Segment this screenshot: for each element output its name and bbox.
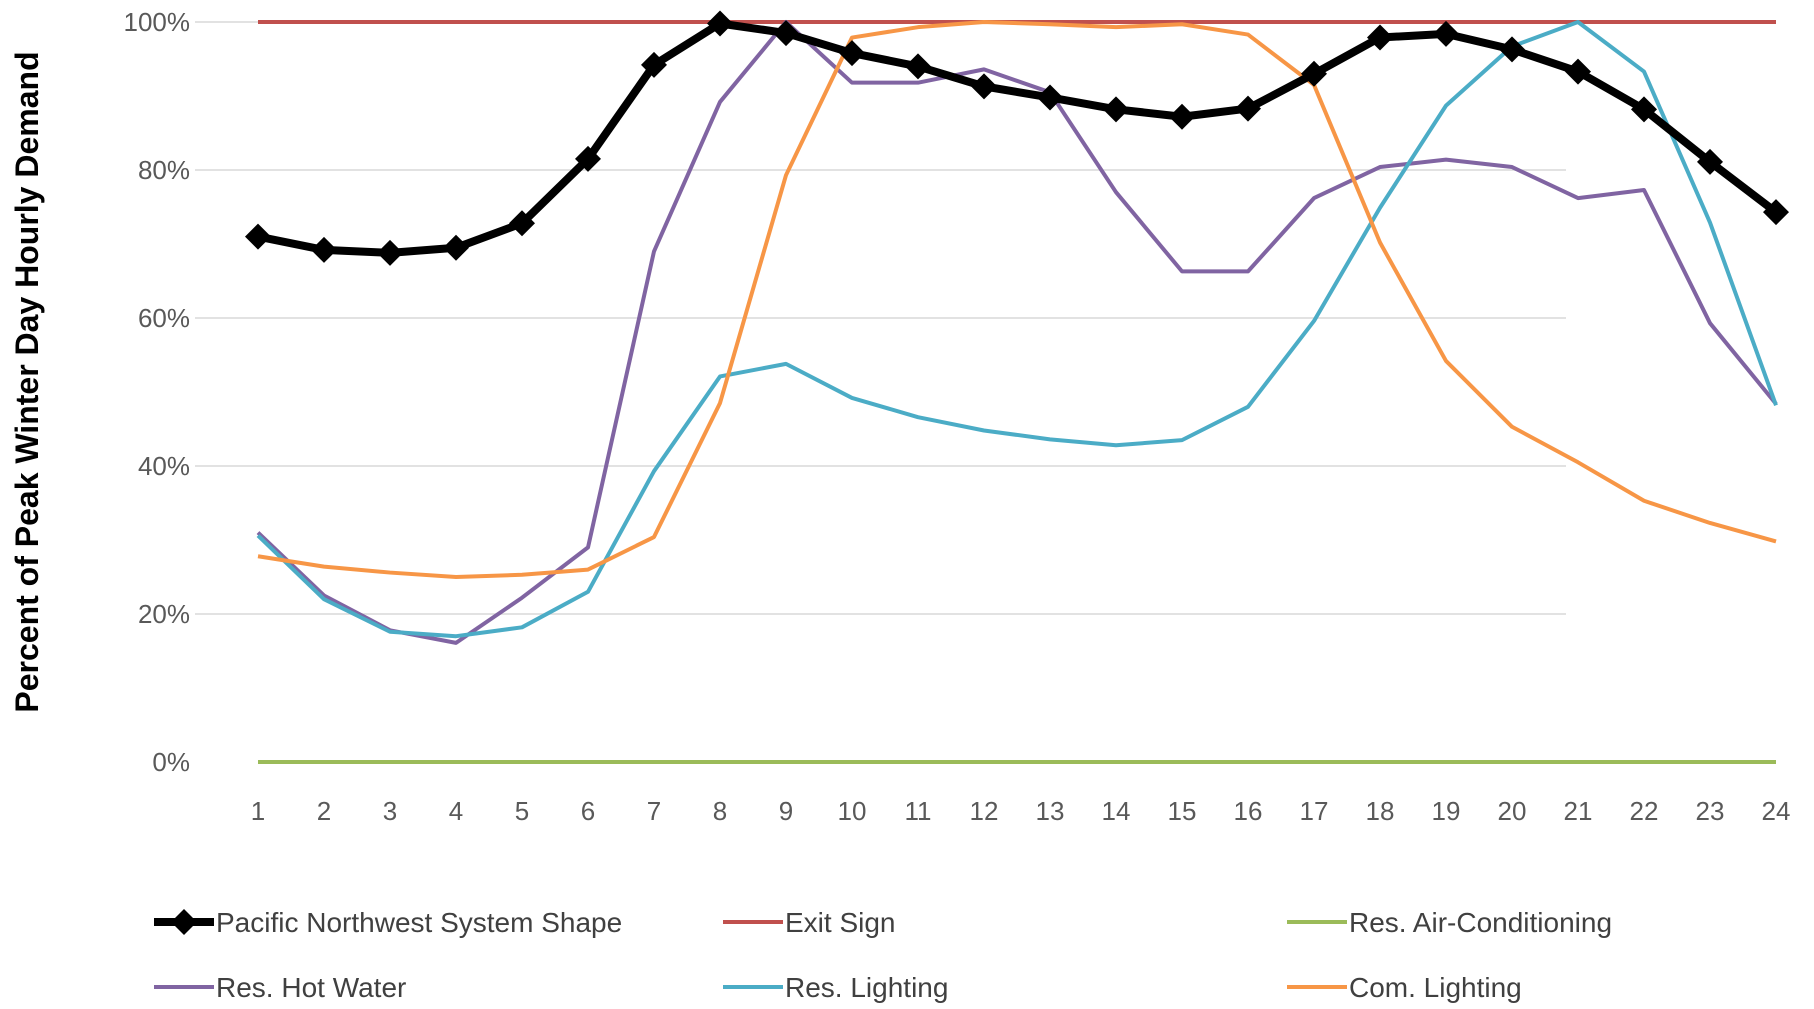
legend-label: Exit Sign: [785, 907, 896, 938]
legend-label: Res. Lighting: [785, 972, 948, 1003]
legend-label: Pacific Northwest System Shape: [216, 907, 622, 938]
x-tick-label: 7: [647, 796, 661, 826]
y-tick-label: 40%: [138, 451, 190, 481]
x-tick-label: 20: [1498, 796, 1527, 826]
data-point-marker: [1235, 95, 1261, 122]
series-lines: [245, 10, 1789, 764]
x-tick-label: 2: [317, 796, 331, 826]
x-tick-label: 17: [1300, 796, 1329, 826]
x-tick-label: 16: [1234, 796, 1263, 826]
y-tick-label: 100%: [124, 7, 191, 37]
x-tick-label: 11: [905, 796, 932, 826]
y-tick-label: 80%: [138, 155, 190, 185]
x-tick-label: 5: [515, 796, 529, 826]
data-point-marker: [575, 145, 601, 172]
series-line: [256, 20, 1778, 639]
x-tick-label: 18: [1366, 796, 1395, 826]
x-tick-label: 12: [970, 796, 999, 826]
legend-label: Res. Hot Water: [216, 972, 406, 1003]
data-point-marker: [1367, 24, 1393, 51]
data-point-marker: [971, 73, 997, 100]
data-point-marker: [1499, 36, 1525, 63]
series-line: [257, 19, 1779, 257]
x-tick-label: 6: [581, 796, 595, 826]
y-tick-label: 60%: [138, 303, 190, 333]
data-point-marker: [1433, 20, 1459, 47]
series-line: [257, 20, 1777, 579]
data-point-marker: [509, 210, 535, 237]
legend-marker: [171, 909, 197, 935]
data-point-marker: [1103, 96, 1129, 123]
x-tick-label: 10: [838, 796, 867, 826]
series-line: [256, 20, 1778, 645]
data-point-marker: [245, 223, 271, 250]
x-tick-label: 9: [779, 796, 793, 826]
data-point-marker: [1697, 148, 1723, 175]
x-tick-label: 21: [1564, 796, 1593, 826]
legend: Pacific Northwest System Shape Exit Sign R…: [154, 907, 1612, 1003]
x-tick-label: 1: [251, 796, 265, 826]
data-point-marker: [839, 40, 865, 67]
data-point-marker: [377, 239, 403, 266]
data-point-marker: [1565, 58, 1591, 85]
x-tick-label: 13: [1036, 796, 1065, 826]
x-tick-label: 19: [1432, 796, 1461, 826]
y-axis-label: Percent of Peak Winter Day Hourly Demand: [9, 51, 45, 712]
y-tick-label: 0%: [152, 747, 190, 777]
y-axis-ticks: 0% 20% 40% 60% 80% 100%: [124, 7, 191, 777]
data-point-marker: [905, 53, 931, 80]
legend-label: Res. Air-Conditioning: [1349, 907, 1612, 938]
x-tick-label: 15: [1168, 796, 1197, 826]
x-tick-label: 22: [1630, 796, 1659, 826]
data-point-marker: [1169, 103, 1195, 130]
data-point-marker: [1301, 60, 1327, 87]
data-point-marker: [1631, 96, 1657, 123]
data-point-marker: [443, 234, 469, 261]
data-point-marker: [1763, 199, 1789, 226]
gridlines: [195, 21, 1566, 615]
data-point-marker: [641, 51, 667, 78]
data-point-marker: [311, 236, 337, 263]
x-tick-label: 8: [713, 796, 727, 826]
y-tick-label: 20%: [138, 599, 190, 629]
x-tick-label: 4: [449, 796, 463, 826]
x-tick-label: 23: [1696, 796, 1725, 826]
data-point-marker: [707, 10, 733, 37]
x-tick-label: 3: [383, 796, 397, 826]
x-tick-label: 14: [1102, 796, 1131, 826]
data-point-marker: [1037, 84, 1063, 111]
x-axis-ticks: 1 2 3 4 5 6 7 8 9 10 11 12 13 14 15 16 17 18 19 20 21 22 23 24: [251, 796, 1791, 826]
data-point-marker: [773, 20, 799, 47]
x-tick-label: 24: [1762, 796, 1791, 826]
legend-label: Com. Lighting: [1349, 972, 1522, 1003]
